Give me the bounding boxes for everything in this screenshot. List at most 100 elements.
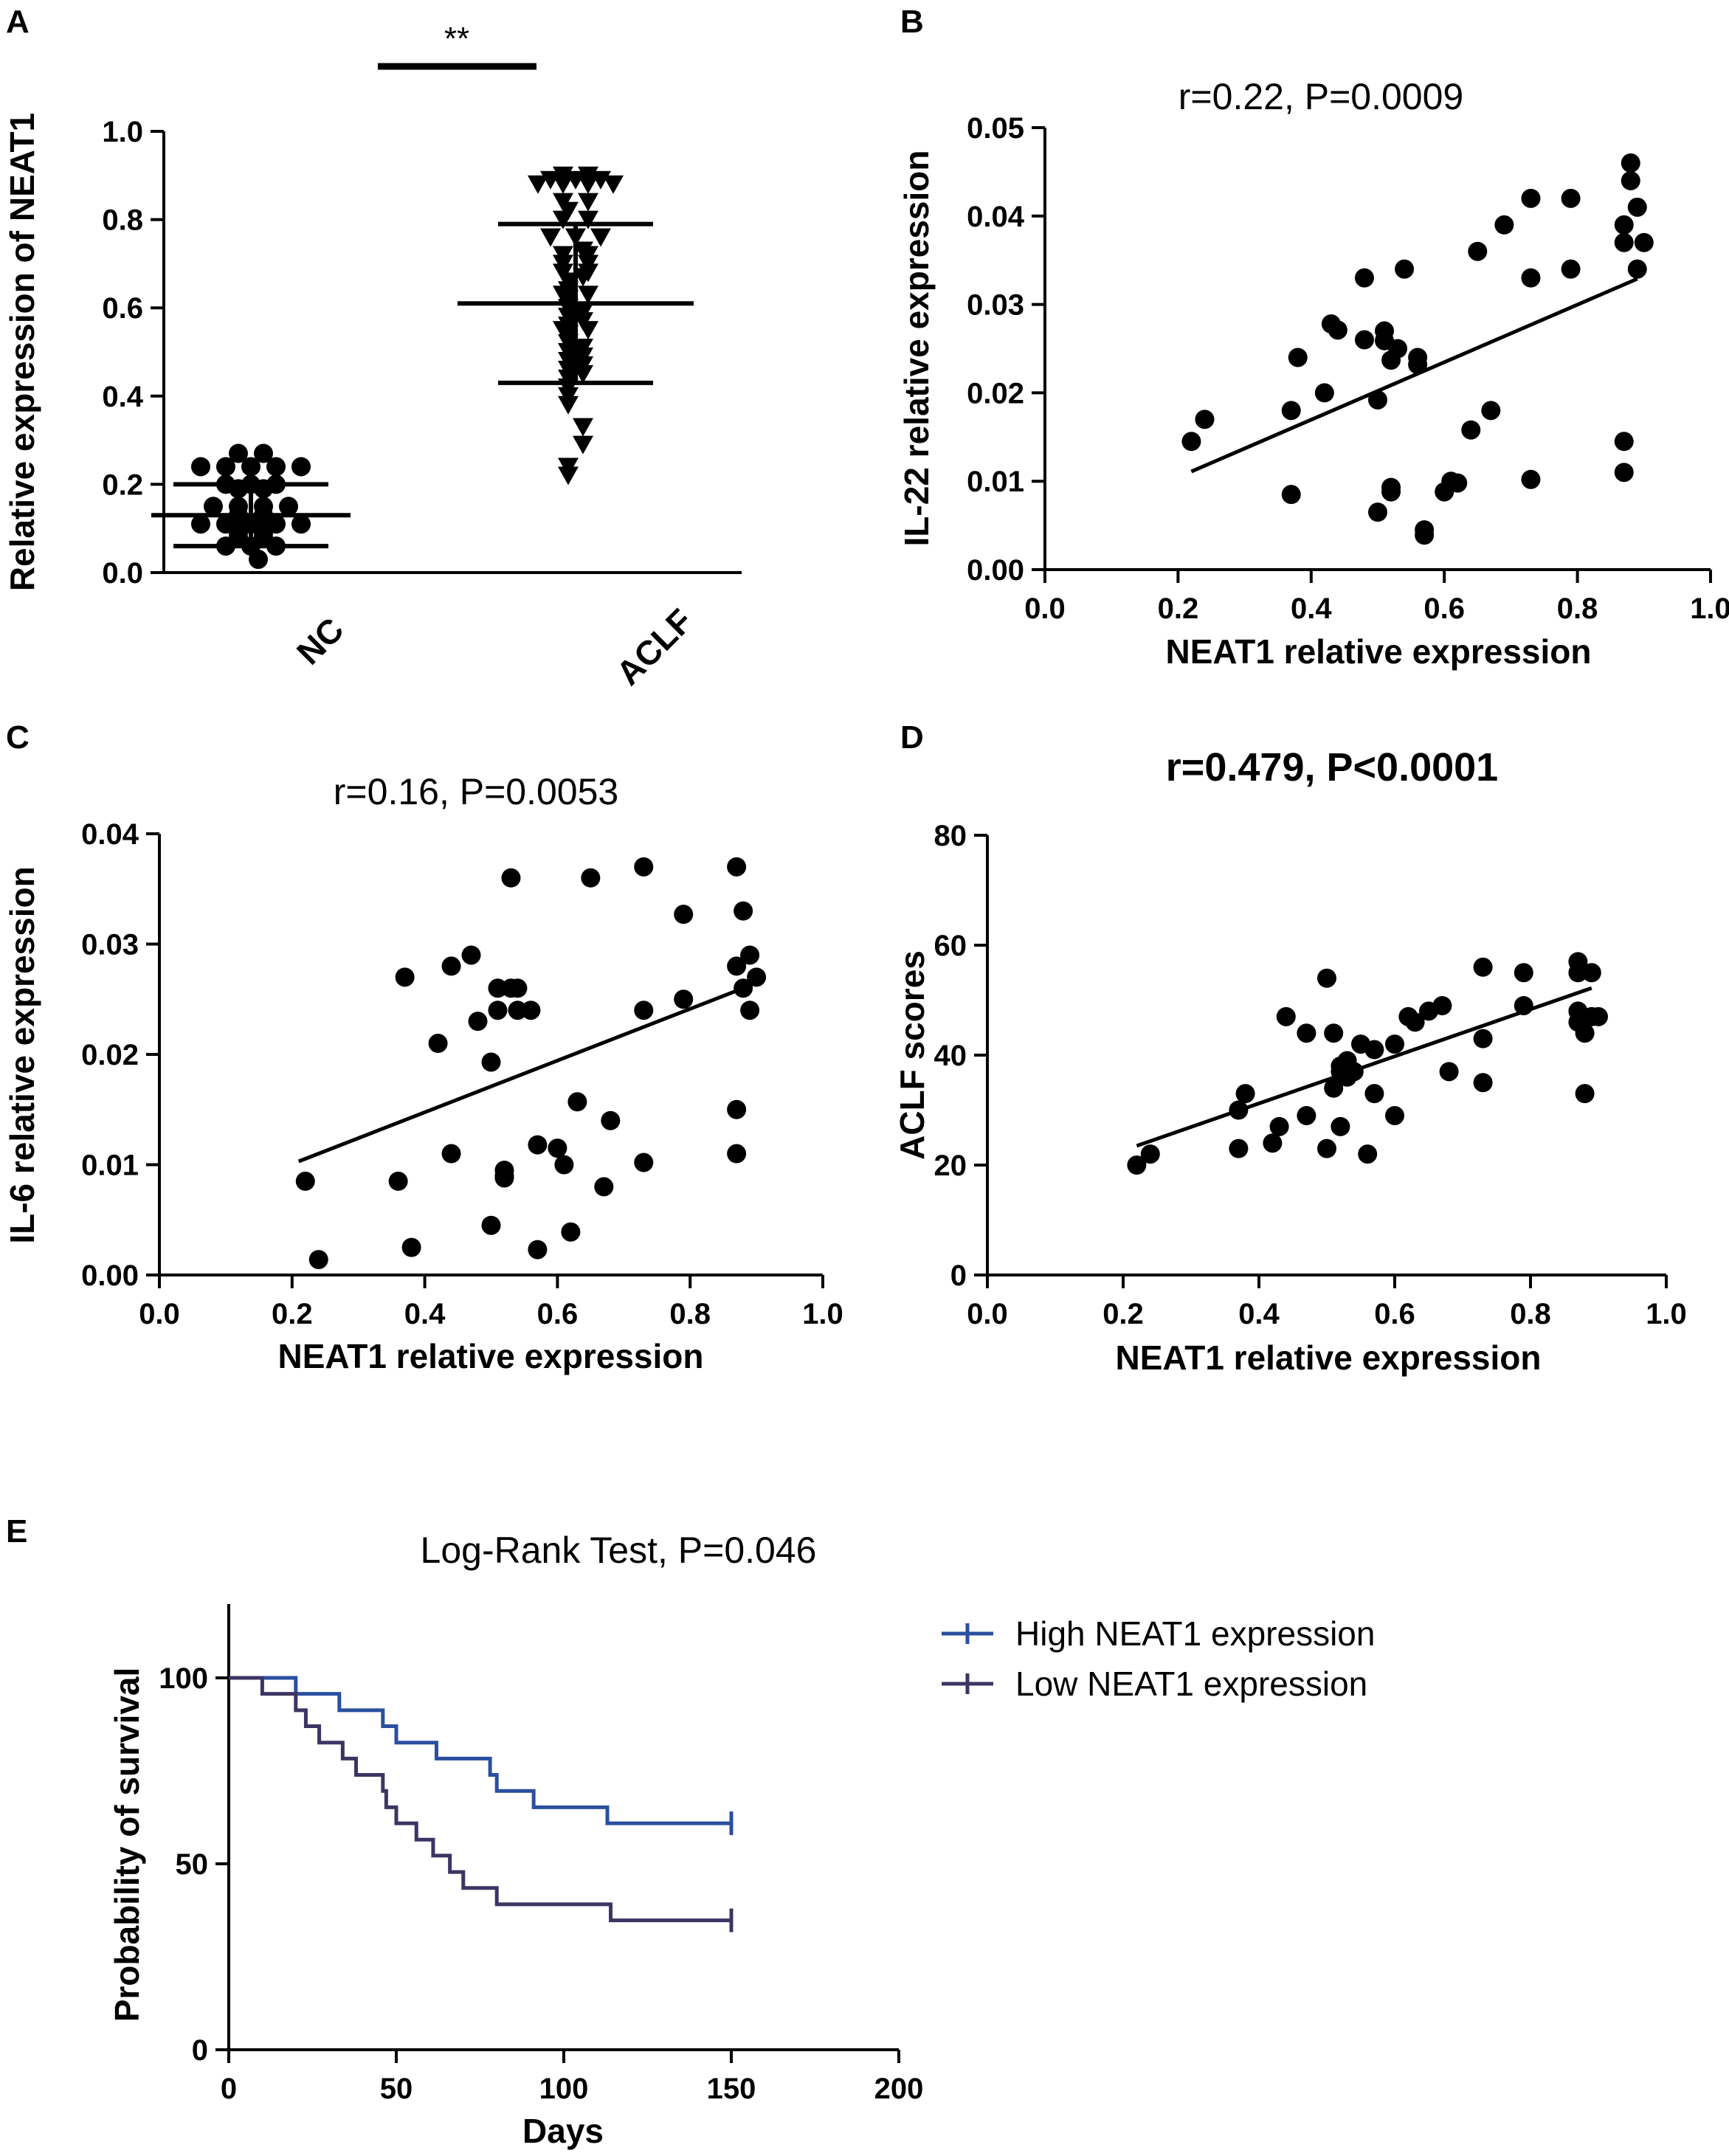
- panel-d-title: r=0.479, P<0.0001: [1166, 745, 1498, 790]
- panel-a-point-aclf: [590, 170, 611, 190]
- panel-b-point: [1388, 339, 1408, 359]
- panel-b-point: [1281, 485, 1301, 505]
- panel-c-y-tick-label: 0.02: [81, 1039, 139, 1071]
- panel-b-point: [1521, 268, 1541, 288]
- panel-a-point-nc: [266, 457, 286, 477]
- panel-e-x-tick-label: 0: [221, 2073, 237, 2105]
- panel-b-point: [1381, 482, 1401, 502]
- panel-b-x-tick-label: 0.2: [1158, 592, 1199, 625]
- panel-c-point: [734, 901, 753, 921]
- panel-c-point: [561, 1222, 581, 1242]
- panel-d-point: [1263, 1133, 1283, 1153]
- panel-a-point-nc: [291, 514, 311, 534]
- panel-d-point: [1297, 1023, 1316, 1043]
- panel-b-fit-line: [1190, 277, 1638, 474]
- panel-b-y-tick-label: 0.04: [967, 201, 1025, 233]
- panel-a-y-tick-label: 0.4: [102, 381, 143, 413]
- panel-c-x-label: NEAT1 relative expression: [278, 1337, 704, 1375]
- panel-a-point-nc: [216, 457, 235, 477]
- panel-c-y-label: IL-6 relative expression: [3, 866, 41, 1243]
- panel-e-x-tick-label: 200: [874, 2073, 924, 2105]
- panel-c-point: [395, 967, 415, 987]
- panel-b-point: [1521, 469, 1541, 489]
- panel-a-point-aclf: [558, 457, 579, 477]
- panel-a-point-aclf: [553, 166, 573, 185]
- panel-d-y-tick-label: 80: [934, 820, 967, 852]
- panel-a-y-tick-label: 0.0: [102, 557, 143, 590]
- panel-c-point: [441, 1144, 461, 1164]
- panel-b-point: [1614, 215, 1634, 235]
- panel-d-point: [1269, 1116, 1289, 1136]
- panel-a-y-tick-label: 1.0: [102, 116, 143, 148]
- panel-b-point: [1614, 432, 1634, 452]
- panel-d-y-tick-label: 40: [934, 1040, 967, 1072]
- panel-c-y-tick-label: 0.04: [81, 818, 139, 851]
- panel-c-x-tick-label: 0.6: [537, 1298, 579, 1330]
- panel-c-point: [634, 1001, 654, 1020]
- panel-d-y-tick-label: 20: [934, 1150, 967, 1182]
- panel-d-point: [1385, 1105, 1404, 1125]
- panel-b-point: [1627, 259, 1647, 279]
- panel-b-point: [1614, 463, 1634, 483]
- panel-b-scatter: r=0.22, P=0.0009 IL-22 relative expressi…: [897, 76, 1729, 671]
- panel-c-x-tick-label: 0.0: [139, 1298, 180, 1330]
- panel-a-point-nc: [229, 497, 248, 516]
- panel-d-x-tick-label: 0.4: [1238, 1298, 1280, 1330]
- panel-e-survival: Log-Rank Test, P=0.046 Probability of su…: [108, 1530, 1375, 2150]
- panel-b-y-tick-label: 0.02: [967, 377, 1024, 410]
- panel-c-y-tick-label: 0.03: [81, 929, 139, 961]
- panel-a-point-nc: [254, 497, 273, 516]
- panel-d-point: [1514, 995, 1533, 1015]
- panel-b-point: [1448, 473, 1468, 493]
- panel-c-point: [634, 857, 654, 877]
- panel-a-point-nc: [191, 457, 210, 477]
- panel-a-point-aclf: [578, 286, 598, 305]
- panel-c-point: [501, 868, 521, 888]
- panel-a-point-aclf: [553, 193, 573, 212]
- panel-b-point: [1461, 420, 1481, 440]
- panel-b-point: [1621, 170, 1640, 190]
- panel-d-point: [1432, 995, 1452, 1015]
- panel-d-x-tick-label: 0.8: [1510, 1298, 1551, 1330]
- legend-high-label: High NEAT1 expression: [1015, 1614, 1375, 1653]
- panel-c-point: [528, 1135, 548, 1155]
- panel-c-point: [727, 1099, 747, 1119]
- panel-c-point: [308, 1250, 328, 1270]
- panel-d-point: [1575, 1084, 1595, 1104]
- panel-c-point: [554, 1155, 574, 1175]
- panel-a-category-nc: NC: [289, 610, 351, 672]
- panel-b-point: [1627, 197, 1647, 217]
- panel-e-x-tick-label: 50: [380, 2073, 413, 2105]
- panel-b-point: [1328, 320, 1347, 340]
- panel-b-title: r=0.22, P=0.0009: [1178, 76, 1463, 117]
- panel-b-x-tick-label: 0.8: [1557, 592, 1598, 625]
- panel-b-point: [1634, 232, 1654, 252]
- panel-a-category-aclf: ACLF: [609, 601, 700, 692]
- panel-c-x-tick-label: 0.4: [404, 1298, 446, 1330]
- panel-c-scatter: r=0.16, P=0.0053 IL-6 relative expressio…: [3, 771, 843, 1375]
- panel-d-point: [1358, 1144, 1378, 1164]
- panel-c-x-tick-label: 0.2: [272, 1298, 313, 1330]
- legend-low-label: Low NEAT1 expression: [1015, 1665, 1367, 1703]
- panel-b-point: [1368, 390, 1387, 410]
- panel-d-x-tick-label: 1.0: [1646, 1298, 1687, 1330]
- panel-e-x-tick-label: 100: [539, 2073, 589, 2105]
- panel-a-point-aclf: [573, 435, 593, 455]
- panel-d-point: [1568, 963, 1588, 983]
- panel-c-point: [508, 978, 528, 998]
- panel-e-y-tick-label: 100: [159, 1662, 208, 1695]
- panel-a-point-nc: [191, 514, 210, 534]
- panel-b-point: [1395, 259, 1415, 279]
- panel-a-point-nc: [291, 457, 311, 477]
- panel-c-point: [594, 1177, 614, 1197]
- panel-d-point: [1324, 1023, 1344, 1043]
- panel-b-y-label: IL-22 relative expression: [897, 151, 936, 547]
- panel-c-point: [740, 1001, 760, 1020]
- panel-c-point: [508, 1001, 528, 1020]
- panel-e-curve-low: [229, 1676, 731, 1923]
- panel-c-title: r=0.16, P=0.0053: [334, 771, 618, 812]
- panel-b-x-tick-label: 1.0: [1690, 592, 1729, 625]
- panel-d-point: [1473, 1029, 1493, 1048]
- panel-c-point: [468, 1012, 488, 1032]
- panel-c-y-tick-label: 0.00: [81, 1260, 139, 1292]
